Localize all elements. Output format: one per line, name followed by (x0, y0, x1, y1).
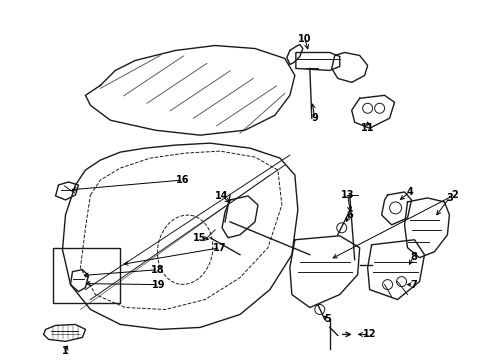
Polygon shape (44, 324, 85, 341)
Text: 15: 15 (194, 233, 207, 243)
Text: 10: 10 (298, 33, 312, 44)
Text: 14: 14 (215, 191, 229, 201)
Polygon shape (71, 270, 89, 292)
Text: 17: 17 (213, 243, 227, 253)
Polygon shape (296, 53, 340, 71)
Text: 13: 13 (341, 190, 354, 200)
Text: 18: 18 (151, 265, 165, 275)
Text: 11: 11 (361, 123, 374, 133)
Text: 9: 9 (312, 113, 318, 123)
Text: 7: 7 (410, 280, 417, 289)
Polygon shape (55, 182, 78, 200)
Text: 16: 16 (176, 175, 190, 185)
Text: 4: 4 (406, 187, 413, 197)
Text: 3: 3 (446, 193, 453, 203)
Text: 12: 12 (363, 329, 376, 339)
Bar (52, 248, 121, 302)
Text: 6: 6 (346, 210, 353, 220)
Text: 8: 8 (410, 252, 417, 262)
Text: 5: 5 (324, 314, 331, 324)
Text: 2: 2 (451, 190, 458, 200)
Text: 1: 1 (62, 346, 69, 356)
Text: 19: 19 (151, 280, 165, 289)
